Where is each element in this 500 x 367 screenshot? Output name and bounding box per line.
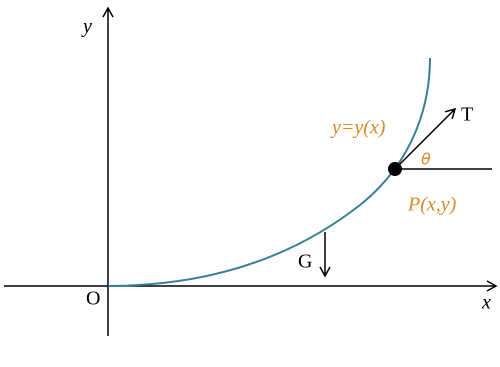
y-axis-label: y	[81, 16, 92, 38]
tangent-arrow	[394, 107, 457, 170]
tangent-label: T	[461, 104, 473, 126]
curve	[107, 57, 431, 287]
gravity-label: G	[298, 251, 312, 273]
origin-label: O	[86, 288, 100, 310]
curve-label: y=y(x)	[330, 117, 386, 139]
x-axis-label: x	[481, 292, 491, 314]
point	[388, 162, 402, 176]
angle-label: θ	[421, 150, 431, 169]
point-label: P(x,y)	[407, 194, 457, 216]
